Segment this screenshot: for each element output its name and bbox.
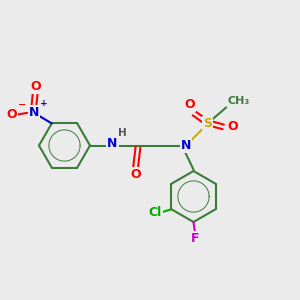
Text: N: N [181, 139, 191, 152]
Text: N: N [107, 136, 118, 150]
Text: S: S [203, 117, 212, 130]
Text: N: N [28, 106, 39, 119]
Text: −: − [18, 100, 26, 110]
Text: +: + [40, 99, 48, 108]
Text: CH₃: CH₃ [228, 96, 250, 106]
Text: O: O [184, 98, 195, 111]
Text: O: O [30, 80, 40, 93]
Text: O: O [227, 120, 238, 134]
Text: H: H [118, 128, 127, 138]
Text: O: O [130, 167, 141, 181]
Text: Cl: Cl [148, 206, 161, 219]
Text: O: O [6, 108, 16, 121]
Text: F: F [191, 232, 199, 245]
